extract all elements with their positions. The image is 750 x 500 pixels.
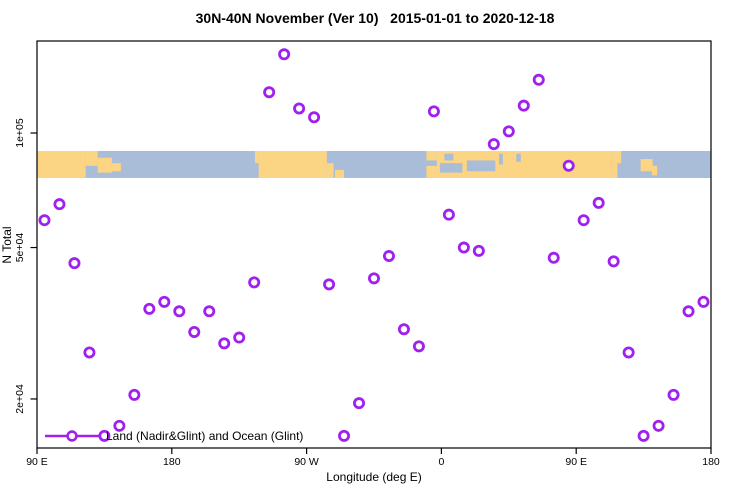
y-tick-label: 5e+04: [14, 233, 26, 263]
map-land-segment: [426, 165, 437, 178]
data-point: [233, 331, 246, 344]
y-tick-label: 2e+04: [14, 384, 26, 414]
legend: Land (Nadir&Glint) and Ocean (Glint): [44, 429, 303, 443]
data-point: [682, 305, 695, 318]
map-ocean-patch: [516, 153, 521, 162]
x-tick-label: 90 E: [26, 456, 48, 468]
map-land-segment: [85, 151, 98, 166]
data-point: [607, 255, 620, 268]
x-tick-label: 180: [163, 456, 181, 468]
x-tick-label: 90 E: [565, 456, 587, 468]
x-axis-title: Longitude (deg E): [326, 470, 422, 484]
map-land-segment: [97, 157, 112, 173]
map-ocean-patch: [439, 163, 463, 173]
map-land-segment: [258, 151, 327, 178]
data-point: [353, 397, 366, 410]
legend-marker-icon: [45, 430, 99, 442]
x-tick-label: 90 W: [294, 456, 319, 468]
data-point: [128, 388, 141, 401]
data-point: [38, 214, 51, 227]
data-point: [502, 125, 515, 138]
map-land-segment: [651, 165, 658, 176]
data-point: [143, 302, 156, 315]
data-point: [188, 325, 201, 338]
plot-border: [36, 40, 712, 449]
data-point: [248, 276, 261, 289]
data-point: [547, 251, 560, 264]
data-point: [367, 272, 380, 285]
data-point: [158, 295, 171, 308]
data-point: [263, 86, 276, 99]
data-point: [487, 138, 500, 151]
data-point: [442, 208, 455, 221]
data-point: [532, 73, 545, 86]
data-point: [592, 196, 605, 209]
x-tick-label: 0: [438, 456, 444, 468]
data-point: [637, 429, 650, 442]
map-land-segment: [37, 151, 86, 178]
data-point: [203, 305, 216, 318]
data-point: [68, 257, 81, 270]
map-land-segment: [612, 151, 622, 164]
data-point: [562, 159, 575, 172]
map-land-segment: [335, 169, 345, 178]
data-point: [457, 241, 470, 254]
data-point: [113, 419, 126, 432]
data-point: [577, 214, 590, 227]
x-tick-label: 180: [702, 456, 720, 468]
data-point: [382, 250, 395, 263]
data-point: [652, 419, 665, 432]
legend-label: Land (Nadir&Glint) and Ocean (Glint): [106, 429, 304, 443]
data-point: [517, 99, 530, 112]
map-land-segment: [326, 163, 334, 178]
data-point: [83, 346, 96, 359]
data-point: [218, 337, 231, 350]
data-point: [397, 323, 410, 336]
data-point: [697, 295, 710, 308]
map-ocean-patch: [466, 160, 496, 172]
map-land-segment: [426, 151, 437, 161]
data-point: [308, 111, 321, 124]
map-ocean-patch: [499, 153, 503, 165]
map-ocean-patch: [444, 153, 454, 161]
chart-title: 30N-40N November (Ver 10) 2015-01-01 to …: [195, 10, 555, 26]
map-land-segment: [254, 151, 259, 164]
data-point: [98, 429, 111, 442]
map-land-segment: [111, 163, 121, 172]
data-point: [323, 278, 336, 291]
y-tick-label: 1e+05: [14, 118, 26, 148]
data-point: [427, 105, 440, 118]
data-point: [278, 48, 291, 61]
data-point: [293, 102, 306, 115]
data-point: [667, 388, 680, 401]
data-point: [412, 340, 425, 353]
map-land-segment: [612, 163, 618, 178]
data-point: [338, 429, 351, 442]
map-land-segment: [640, 159, 653, 172]
data-point: [173, 305, 186, 318]
data-point: [622, 346, 635, 359]
map-land-segment: [436, 151, 613, 178]
data-point: [53, 198, 66, 211]
data-point: [472, 244, 485, 257]
y-axis-title: N Total: [0, 226, 14, 264]
